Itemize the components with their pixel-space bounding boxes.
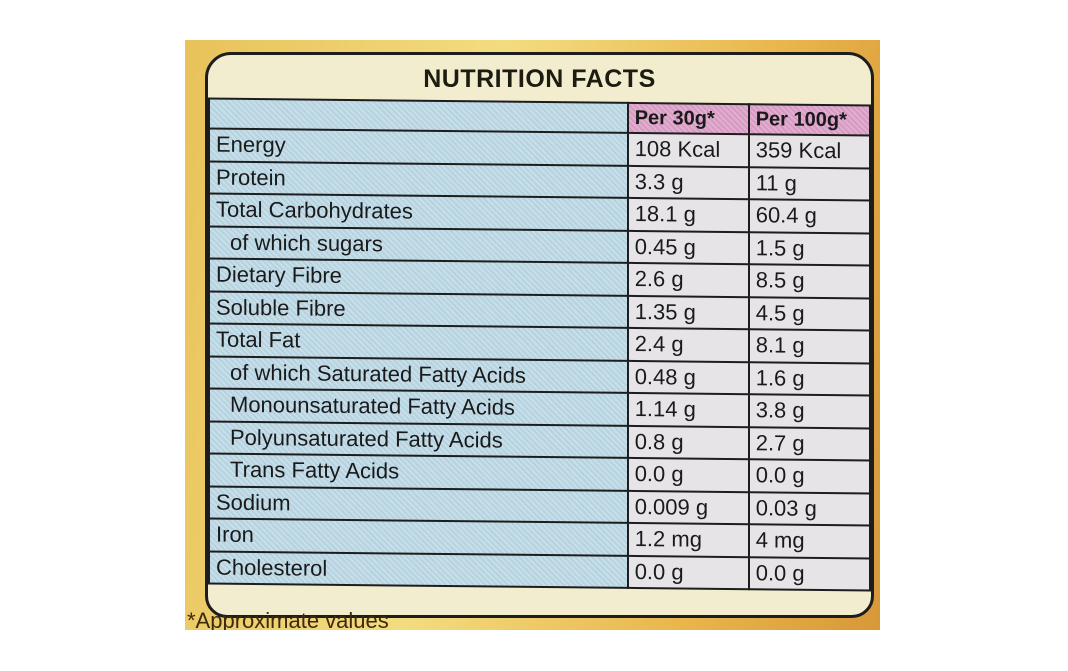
product-label-photo: NUTRITION FACTS Per 30g* Per 100g* Energ… <box>185 40 880 630</box>
nutrient-label: Soluble Fibre <box>209 291 628 328</box>
nutrient-label: Iron <box>209 518 628 556</box>
nutrient-label: Trans Fatty Acids <box>209 453 628 491</box>
value-per-30g: 2.4 g <box>627 327 749 362</box>
value-per-100g: 4.5 g <box>748 296 870 331</box>
value-per-30g: 1.14 g <box>627 392 749 427</box>
value-per-30g: 0.0 g <box>627 457 749 492</box>
value-per-30g: 3.3 g <box>627 165 749 200</box>
table-row: Cholesterol 0.0 g 0.0 g <box>209 551 870 591</box>
nutrient-label: Total Fat <box>209 323 628 361</box>
nutrient-label: Polyunsaturated Fatty Acids <box>209 421 628 458</box>
value-per-100g: 0.03 g <box>748 491 870 526</box>
value-per-30g: 0.009 g <box>627 490 749 525</box>
nutrition-facts-panel: NUTRITION FACTS Per 30g* Per 100g* Energ… <box>205 52 874 618</box>
value-per-100g: 60.4 g <box>748 199 870 233</box>
nutrient-label: Sodium <box>209 486 628 523</box>
footnote: *Approximate values <box>187 608 389 630</box>
value-per-30g: 0.48 g <box>627 360 749 395</box>
value-per-100g: 8.5 g <box>748 264 870 298</box>
value-per-100g: 0.0 g <box>748 459 870 493</box>
nutrient-label: Monounsaturated Fatty Acids <box>209 388 628 426</box>
header-blank-cell <box>209 98 628 133</box>
nutrient-label: Protein <box>209 161 628 198</box>
nutrient-label: of which Saturated Fatty Acids <box>209 356 628 393</box>
value-per-100g: 1.5 g <box>748 231 870 266</box>
header-per-30g: Per 30g* <box>627 102 749 135</box>
value-per-30g: 0.8 g <box>627 425 749 460</box>
value-per-30g: 0.0 g <box>627 555 749 590</box>
nutrition-table: Per 30g* Per 100g* Energy 108 Kcal 359 K… <box>208 98 871 592</box>
value-per-100g: 2.7 g <box>748 426 870 461</box>
value-per-30g: 18.1 g <box>627 197 749 232</box>
nutrient-label: of which sugars <box>209 226 628 263</box>
nutrient-label: Total Carbohydrates <box>209 193 628 231</box>
nutrition-title: NUTRITION FACTS <box>423 65 656 93</box>
nutrient-label: Cholesterol <box>209 551 628 588</box>
value-per-100g: 0.0 g <box>748 556 870 591</box>
nutrient-label: Energy <box>209 128 628 166</box>
value-per-30g: 1.2 mg <box>627 522 749 557</box>
value-per-100g: 359 Kcal <box>748 134 870 168</box>
header-per-100g: Per 100g* <box>748 104 870 136</box>
value-per-30g: 0.45 g <box>627 230 749 265</box>
value-per-100g: 3.8 g <box>748 394 870 428</box>
value-per-30g: 1.35 g <box>627 295 749 330</box>
value-per-100g: 1.6 g <box>748 361 870 396</box>
value-per-100g: 11 g <box>748 166 870 201</box>
value-per-30g: 2.6 g <box>627 262 749 297</box>
nutrient-label: Dietary Fibre <box>209 258 628 296</box>
value-per-30g: 108 Kcal <box>627 132 749 167</box>
value-per-100g: 8.1 g <box>748 329 870 363</box>
value-per-100g: 4 mg <box>748 524 870 558</box>
